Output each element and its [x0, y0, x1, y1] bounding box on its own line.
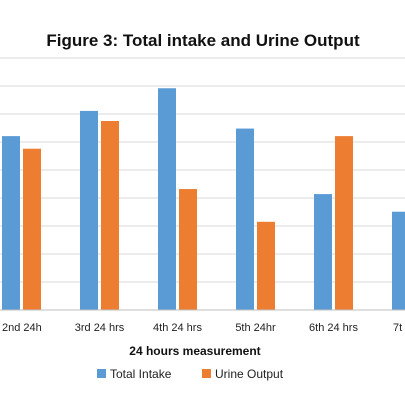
bar-urine-output-4 [335, 136, 353, 310]
x-tick-label: 4th 24 hrs [153, 322, 202, 334]
legend-label-total-intake: Total Intake [110, 367, 172, 381]
gridlines [0, 57, 405, 283]
bar-total-intake-0 [2, 136, 20, 310]
bar-urine-output-3 [257, 221, 275, 310]
bars [2, 88, 405, 311]
chart-title: Figure 3: Total intake and Urine Output [46, 31, 360, 50]
x-tick-label: 7t [393, 322, 402, 334]
x-tick-label: 2nd 24h [2, 322, 42, 334]
bar-total-intake-4 [314, 194, 332, 310]
legend-label-urine-output: Urine Output [215, 367, 284, 381]
legend-swatch-urine-output [202, 369, 211, 378]
bar-urine-output-0 [23, 148, 41, 310]
x-tick-label: 6th 24 hrs [309, 322, 358, 334]
bar-urine-output-2 [179, 189, 197, 310]
legend: Total Intake Urine Output [97, 367, 284, 381]
bar-total-intake-5 [392, 211, 405, 310]
x-tick-label: 3rd 24 hrs [75, 322, 125, 334]
x-tick-label: 5th 24hr [235, 322, 276, 334]
legend-swatch-total-intake [97, 369, 106, 378]
bar-total-intake-2 [158, 88, 176, 311]
x-axis-title: 24 hours measurement [129, 344, 260, 358]
bar-total-intake-3 [236, 128, 254, 310]
bar-urine-output-1 [101, 121, 119, 310]
x-tick-labels: 2nd 24h 3rd 24 hrs 4th 24 hrs 5th 24hr 6th 2… [2, 322, 402, 334]
bar-total-intake-1 [80, 110, 98, 310]
